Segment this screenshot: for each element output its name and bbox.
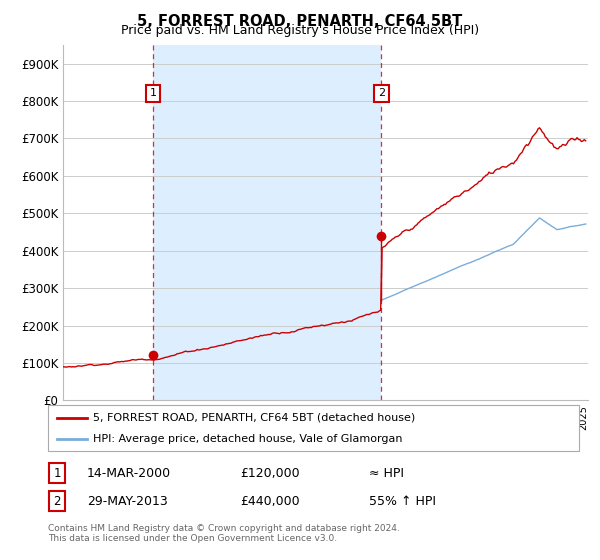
Text: £440,000: £440,000: [240, 494, 299, 508]
Text: 5, FORREST ROAD, PENARTH, CF64 5BT (detached house): 5, FORREST ROAD, PENARTH, CF64 5BT (deta…: [93, 413, 415, 423]
Text: Price paid vs. HM Land Registry's House Price Index (HPI): Price paid vs. HM Land Registry's House …: [121, 24, 479, 37]
Bar: [153, 45, 382, 400]
Text: Contains HM Land Registry data © Crown copyright and database right 2024.: Contains HM Land Registry data © Crown c…: [48, 524, 400, 533]
Text: This data is licensed under the Open Government Licence v3.0.: This data is licensed under the Open Gov…: [48, 534, 337, 543]
Text: 1: 1: [53, 466, 61, 480]
Text: 1: 1: [149, 88, 157, 99]
Text: 5, FORREST ROAD, PENARTH, CF64 5BT: 5, FORREST ROAD, PENARTH, CF64 5BT: [137, 14, 463, 29]
Text: 29-MAY-2013: 29-MAY-2013: [87, 494, 168, 508]
Text: ≈ HPI: ≈ HPI: [369, 466, 404, 480]
Text: 55% ↑ HPI: 55% ↑ HPI: [369, 494, 436, 508]
Text: £120,000: £120,000: [240, 466, 299, 480]
Text: HPI: Average price, detached house, Vale of Glamorgan: HPI: Average price, detached house, Vale…: [93, 435, 403, 444]
Text: 2: 2: [53, 494, 61, 508]
Text: 14-MAR-2000: 14-MAR-2000: [87, 466, 171, 480]
Text: 2: 2: [378, 88, 385, 99]
